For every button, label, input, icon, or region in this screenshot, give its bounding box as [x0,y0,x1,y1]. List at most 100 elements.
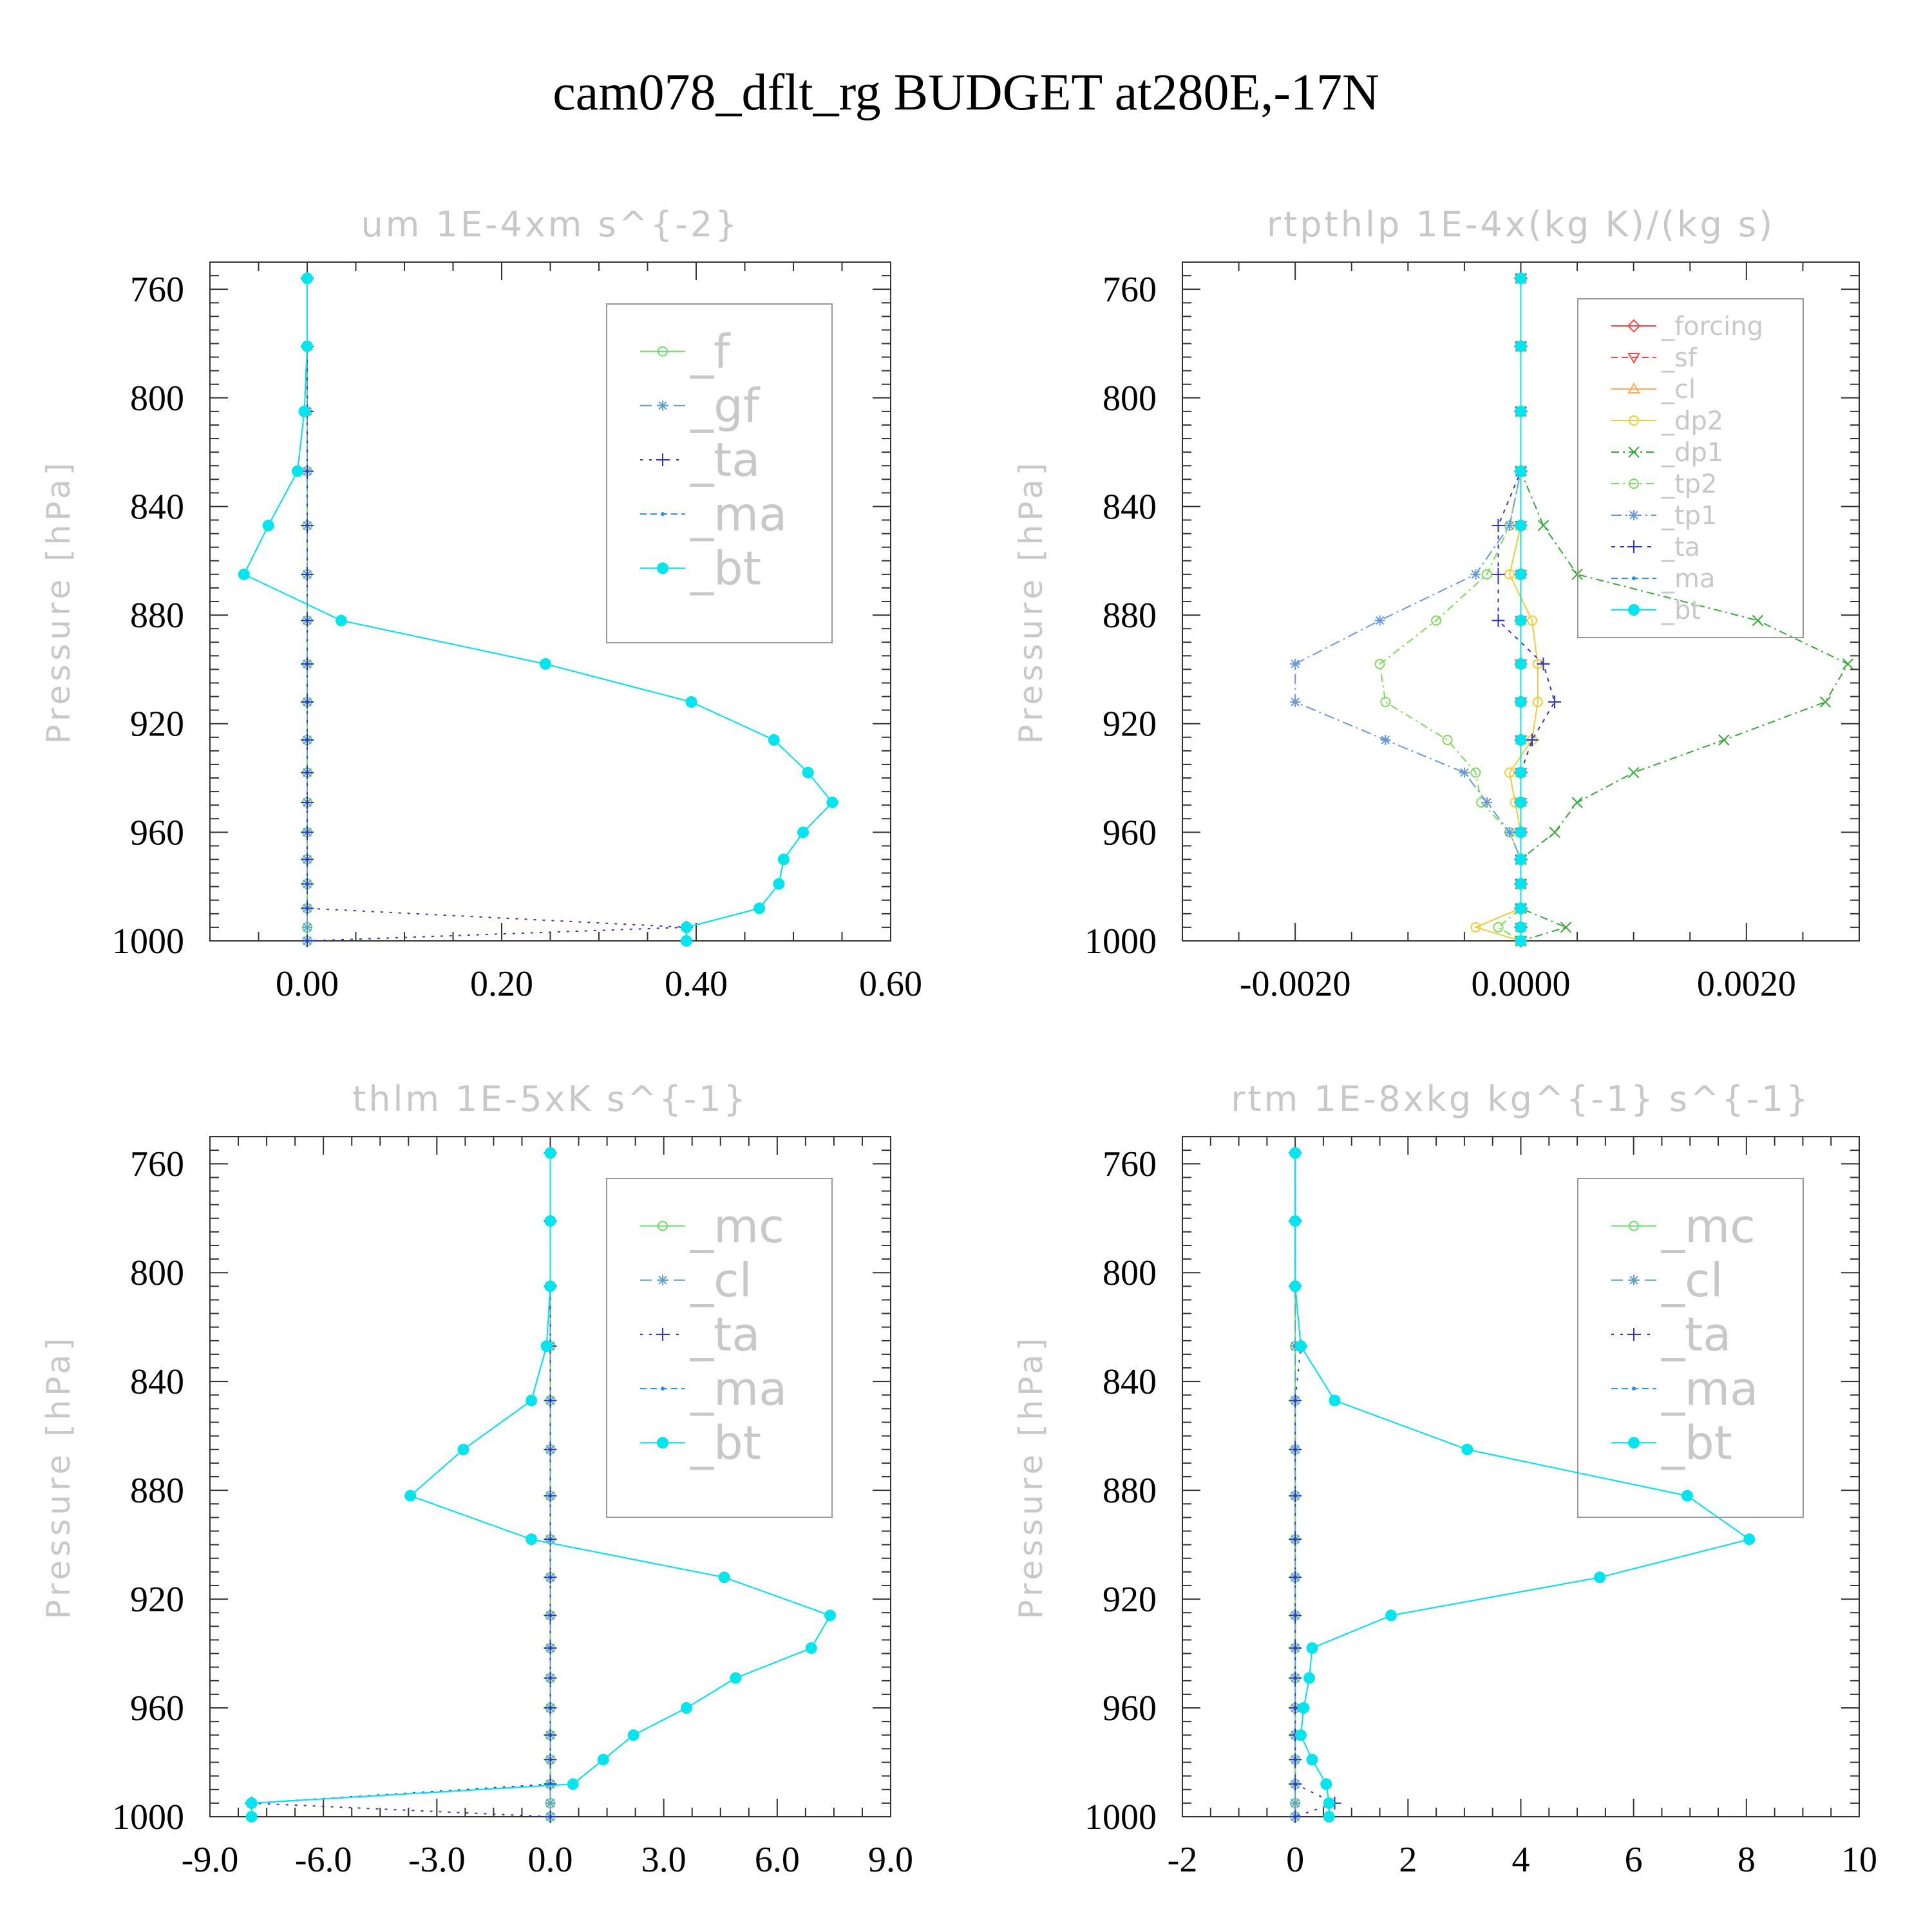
data-point [627,1729,639,1741]
series-bt [1289,1147,1756,1823]
data-point [526,1394,538,1406]
data-point [1537,520,1549,531]
series-line [243,278,833,941]
data-point [1298,1702,1310,1714]
legend-marker [1627,353,1640,365]
data-point [335,614,347,627]
data-point [301,657,314,670]
data-point [1515,614,1527,627]
legend-marker [656,1327,669,1341]
data-point [1461,1443,1473,1455]
y-tick-label: 960 [130,1689,184,1728]
data-point [1481,797,1492,808]
data-point [1470,767,1481,778]
data-point [301,272,313,285]
legend-marker [1629,1220,1639,1231]
y-tick-label: 760 [1103,1144,1157,1184]
data-point [1385,1609,1397,1622]
data-point [544,1701,557,1715]
legend-marker [658,400,668,411]
y-tick-label: 840 [1103,487,1157,527]
legend-label: _dp1 [1661,438,1723,468]
series-bt [238,272,838,947]
data-point [1594,1571,1606,1584]
data-point [1515,658,1527,670]
y-tick-label: 840 [130,487,184,527]
data-point [802,766,814,779]
y-axis-label: Pressure [hPa] [40,459,77,744]
series-bt [1515,272,1527,947]
data-point [298,405,310,417]
data-point [1515,935,1527,947]
data-point [544,1777,557,1791]
x-tick-label: 8 [1738,1840,1756,1880]
data-point [291,465,303,477]
data-point [1380,696,1391,707]
x-tick-label: 2 [1399,1840,1417,1880]
data-point [526,1533,538,1546]
data-point [1515,878,1527,890]
data-point [1515,340,1527,352]
legend-label: _cl [1661,375,1696,404]
series-ta [1289,1146,1341,1823]
legend-marker [1629,510,1639,520]
series-bt [245,1147,837,1823]
chart-panel-2: rtpthlp 1E-4x(kg K)/(kg s) Pressure [hPa]… [1012,204,1860,1004]
data-point [1289,1489,1302,1502]
y-axis-label: Pressure [hPa] [1012,459,1050,744]
data-point [1294,1340,1307,1352]
data-point [301,734,314,747]
y-tick-label: 880 [1103,596,1157,636]
data-point [302,922,312,933]
y-axis-label: Pressure [hPa] [40,1334,77,1620]
y-tick-label: 880 [130,1471,184,1511]
legend-label: _ta [690,433,760,487]
legend-marker [658,346,668,357]
x-tick-label: 0.0 [528,1840,573,1880]
data-point [805,1642,817,1654]
data-point [680,1702,692,1714]
data-point [245,1797,258,1809]
data-point [301,853,314,866]
data-point [301,614,314,627]
data-point [567,1778,579,1790]
data-point [1306,1754,1318,1766]
data-point [730,1672,742,1684]
data-point [826,796,838,808]
x-tick-label: 4 [1512,1840,1530,1880]
legend-marker [1627,540,1640,553]
data-point [245,1811,258,1823]
data-point [301,826,314,839]
x-tick-label: 0.0000 [1472,964,1571,1004]
data-point [1819,696,1832,708]
series-ta [301,272,693,947]
legend-marker [1627,1327,1640,1341]
data-point [544,1642,557,1655]
main-title: cam078_dflt_rg BUDGET at280E,-17N [553,64,1379,121]
data-point [544,1394,557,1407]
data-point [301,518,314,532]
legend-marker [1629,478,1639,489]
x-tick-label: 0.00 [276,964,339,1004]
legend-label: _tp2 [1661,469,1718,499]
data-point [545,1797,556,1808]
data-point [544,1147,556,1159]
data-point [1470,569,1481,580]
x-tick-label: 0.60 [859,964,922,1004]
x-tick-label: -3.0 [408,1840,466,1880]
data-point [1515,568,1527,580]
legend-label: _bt [1661,1416,1732,1470]
x-tick-label: 6.0 [755,1840,800,1880]
y-tick-label: 920 [130,705,184,744]
legend-marker [1627,382,1640,393]
data-point [1515,465,1527,477]
plot-frame [1182,1136,1860,1817]
plot-frame [209,261,891,942]
series-line [251,1153,551,1817]
y-tick-label: 1000 [1084,1797,1157,1837]
data-point [1718,734,1730,746]
legend-marker [1629,415,1639,426]
data-point [1504,520,1515,531]
series-f [302,273,312,946]
series-line [243,278,833,941]
